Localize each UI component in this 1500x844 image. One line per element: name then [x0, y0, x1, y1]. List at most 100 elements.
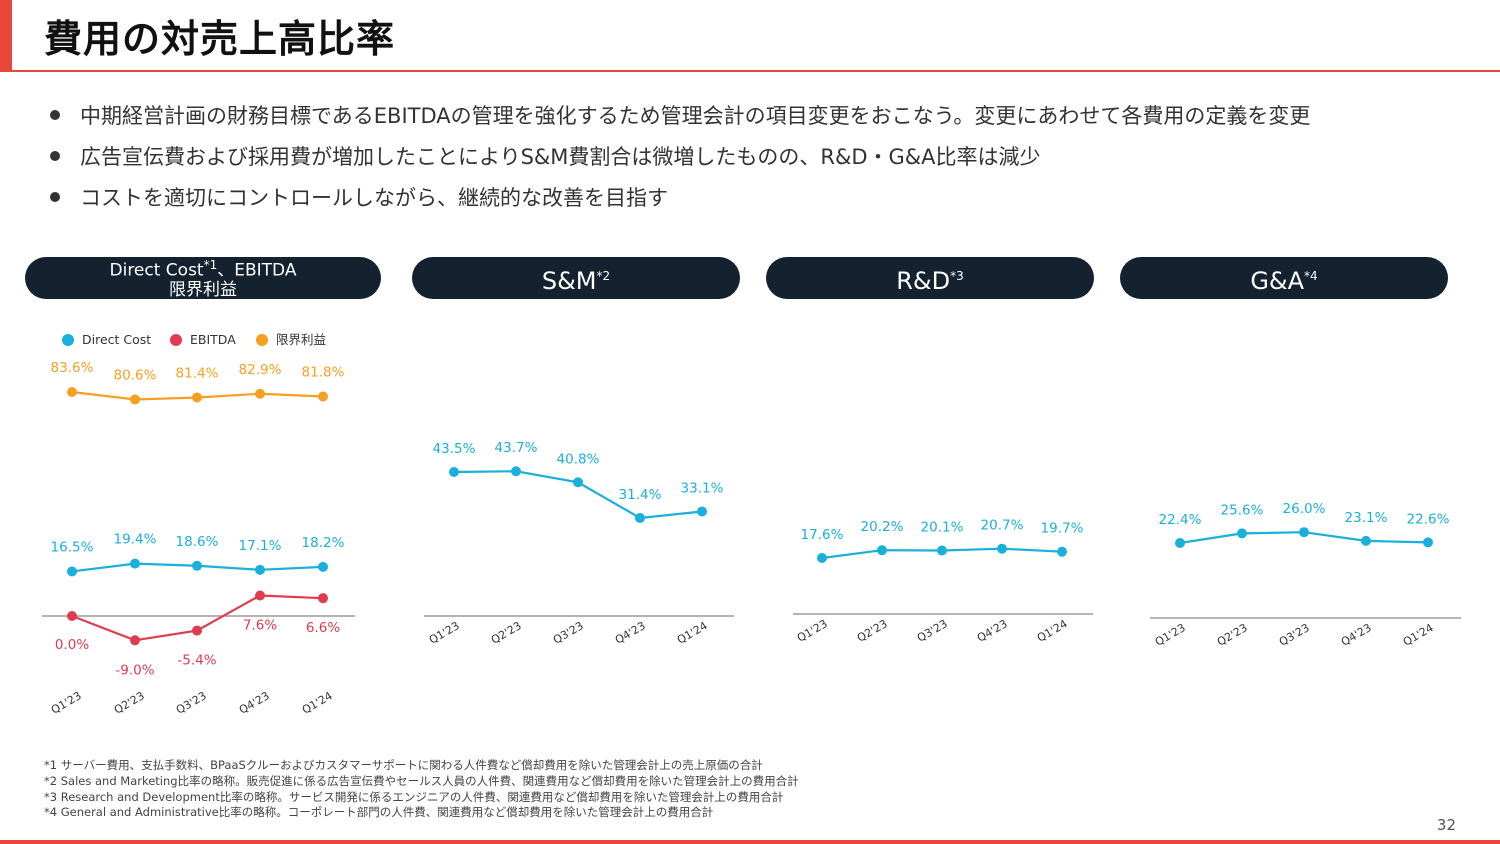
- footnotes: *1 サーバー費用、支払手数料、BPaaSクルーおよびカスタマーサポートに関わる…: [44, 758, 799, 821]
- data-point: [318, 391, 328, 402]
- data-point: [1361, 535, 1371, 546]
- data-label: 82.9%: [239, 362, 282, 378]
- data-label: 40.8%: [557, 451, 600, 467]
- data-point: [255, 564, 265, 575]
- legend-marker: [256, 334, 268, 346]
- data-label: 20.1%: [921, 520, 964, 536]
- x-tick-label: Q3'23: [174, 689, 209, 717]
- bottom-accent-bar: [0, 840, 1500, 844]
- data-point: [192, 392, 202, 403]
- data-point: [997, 543, 1007, 554]
- panel-header-line1: Direct Cost*1、EBITDA: [109, 258, 297, 281]
- x-tick-label: Q1'23: [795, 617, 830, 645]
- data-point: [67, 387, 77, 397]
- data-label: 43.7%: [495, 440, 538, 456]
- legend-label: 限界利益: [276, 332, 326, 347]
- x-tick-label: Q4'23: [975, 617, 1010, 645]
- data-point: [817, 553, 827, 563]
- data-point: [877, 545, 887, 556]
- data-point: [573, 477, 583, 488]
- legend-label: Direct Cost: [82, 332, 151, 347]
- data-point: [511, 466, 521, 477]
- data-label: 20.2%: [861, 519, 904, 535]
- bullet-item: 中期経営計画の財務目標であるEBITDAの管理を強化するため管理会計の項目変更を…: [50, 96, 1310, 137]
- footnote: *4 General and Administrative比率の略称。コーポレー…: [44, 805, 714, 820]
- x-tick-label: Q1'23: [427, 619, 462, 647]
- x-tick-label: Q2'23: [112, 689, 147, 717]
- data-label: 43.5%: [433, 441, 476, 457]
- bullet-dot-icon: [50, 151, 60, 161]
- x-tick-label: Q2'23: [1215, 621, 1250, 649]
- footnote: *3 Research and Development比率の略称。サービス開発に…: [44, 789, 784, 804]
- data-label: 33.1%: [681, 481, 724, 497]
- data-point: [192, 625, 202, 636]
- data-label: 81.8%: [302, 365, 345, 381]
- data-point: [1057, 546, 1067, 557]
- title-accent-bar: [0, 0, 12, 72]
- data-point: [937, 545, 947, 556]
- x-tick-label: Q4'23: [613, 619, 648, 647]
- bullet-text: 広告宣伝費および採用費が増加したことによりS&M費割合は微増したものの、R&D・…: [80, 145, 1041, 169]
- x-tick-label: Q1'23: [1153, 621, 1188, 649]
- data-label: 0.0%: [55, 637, 89, 653]
- data-point: [318, 593, 328, 604]
- x-tick-label: Q3'23: [915, 617, 950, 645]
- x-tick-label: Q4'23: [1339, 621, 1374, 649]
- panel-header-sm: S&M*2: [412, 257, 740, 299]
- x-tick-label: Q4'23: [237, 689, 272, 717]
- data-label: 20.7%: [981, 518, 1024, 534]
- legend-marker: [62, 334, 74, 346]
- panel-header-direct-cost: Direct Cost*1、EBITDA 限界利益: [25, 257, 381, 299]
- bullet-dot-icon: [50, 192, 60, 202]
- footnote: *2 Sales and Marketing比率の略称。販売促進に係る広告宣伝費…: [44, 773, 799, 788]
- bullet-item: 広告宣伝費および採用費が増加したことによりS&M費割合は微増したものの、R&D・…: [50, 137, 1310, 178]
- data-label: -5.4%: [177, 653, 216, 669]
- data-label: 18.6%: [176, 534, 219, 550]
- x-tick-label: Q1'23: [49, 689, 84, 717]
- data-label: 23.1%: [1345, 510, 1388, 526]
- x-tick-label: Q1'24: [1035, 617, 1070, 645]
- x-tick-label: Q3'23: [1277, 621, 1312, 649]
- data-point: [130, 394, 140, 405]
- data-point: [697, 506, 707, 517]
- panel-header-rd: R&D*3: [766, 257, 1094, 299]
- data-point: [255, 590, 265, 601]
- page-number: 32: [1436, 816, 1456, 834]
- bullet-text: 中期経営計画の財務目標であるEBITDAの管理を強化するため管理会計の項目変更を…: [80, 104, 1311, 128]
- data-point: [1423, 537, 1433, 548]
- footnote: *1 サーバー費用、支払手数料、BPaaSクルーおよびカスタマーサポートに関わる…: [44, 758, 763, 772]
- data-point: [192, 560, 202, 571]
- title-divider: [0, 70, 1500, 72]
- data-point: [130, 558, 140, 569]
- x-tick-label: Q2'23: [489, 619, 524, 647]
- data-label: 19.4%: [114, 532, 157, 548]
- data-point: [67, 566, 77, 577]
- data-label: 18.2%: [302, 535, 345, 551]
- bullet-list: 中期経営計画の財務目標であるEBITDAの管理を強化するため管理会計の項目変更を…: [50, 96, 1310, 219]
- data-label: 83.6%: [51, 360, 94, 376]
- page-title: 費用の対売上高比率: [44, 17, 396, 61]
- bullet-text: コストを適切にコントロールしながら、継続的な改善を目指す: [80, 186, 668, 210]
- bullet-item: コストを適切にコントロールしながら、継続的な改善を目指す: [50, 178, 1310, 219]
- data-point: [130, 635, 140, 646]
- x-tick-label: Q3'23: [551, 619, 586, 647]
- data-label: 17.1%: [239, 538, 282, 554]
- x-tick-label: Q2'23: [855, 617, 890, 645]
- data-label: -9.0%: [115, 662, 154, 678]
- data-label: 25.6%: [1221, 502, 1264, 518]
- data-point: [1299, 527, 1309, 538]
- data-label: 17.6%: [801, 527, 844, 543]
- data-label: 81.4%: [176, 366, 219, 382]
- data-point: [635, 512, 645, 523]
- legend-marker: [170, 334, 182, 346]
- data-point: [1175, 538, 1185, 548]
- data-point: [255, 388, 265, 399]
- data-label: 22.4%: [1159, 512, 1202, 528]
- panel-header-ga: G&A*4: [1120, 257, 1448, 299]
- data-point: [1237, 528, 1247, 539]
- data-label: 6.6%: [306, 620, 340, 636]
- x-tick-label: Q1'24: [300, 689, 335, 717]
- data-label: 31.4%: [619, 487, 662, 503]
- panel-header-line2: 限界利益: [169, 279, 237, 300]
- data-label: 7.6%: [243, 617, 277, 633]
